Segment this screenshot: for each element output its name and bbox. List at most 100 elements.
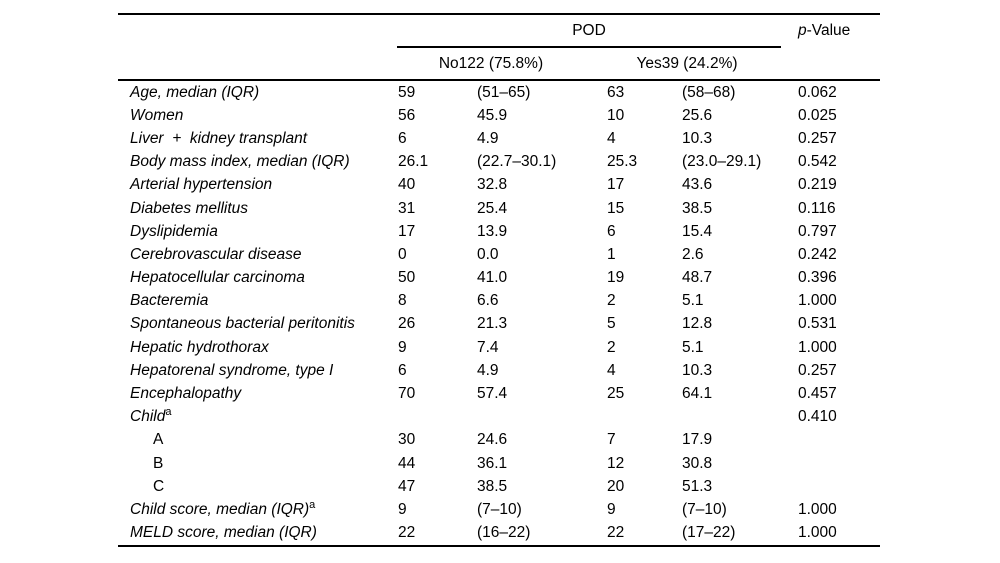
- cell-yes-pct: 48.7: [682, 269, 713, 287]
- row-label: Bacteremia: [130, 292, 209, 310]
- cell-no-pct: 7.4: [477, 338, 499, 356]
- row-label: Women: [130, 106, 184, 124]
- cell-pvalue: 1.000: [798, 292, 837, 310]
- cell-pvalue: 1.000: [798, 338, 837, 356]
- table-bottom-rule: [118, 544, 880, 547]
- table-row: Dyslipidemia 17 13.9 6 15.4 0.797: [118, 220, 880, 243]
- table-row: Age, median (IQR) 59 (51–65) 63 (58–68) 0.062: [118, 81, 880, 104]
- cell-yes-n: 15: [607, 199, 625, 217]
- pod-spanner-rule: [397, 45, 781, 48]
- cell-no-pct: (51–65): [477, 83, 531, 101]
- table-row: Diabetes mellitus 31 25.4 15 38.5 0.116: [118, 197, 880, 220]
- cell-pvalue: 0.542: [798, 153, 837, 171]
- cell-yes-pct: 2.6: [682, 245, 704, 263]
- cell-pvalue: 0.025: [798, 106, 837, 124]
- row-label: C: [153, 477, 165, 495]
- row-label: B: [153, 454, 164, 472]
- row-label: Hepatic hydrothorax: [130, 338, 269, 356]
- cell-no-pct: 0.0: [477, 245, 499, 263]
- cell-yes-n: 4: [607, 129, 616, 147]
- cell-pvalue: 0.410: [798, 408, 837, 426]
- cell-yes-pct: (23.0–29.1): [682, 153, 762, 171]
- cell-yes-n: 22: [607, 524, 625, 542]
- cell-no-n: 50: [398, 269, 416, 287]
- table-row: B 44 36.1 12 30.8: [118, 452, 880, 475]
- table-row: Liver + kidney transplant 6 4.9 4 10.3 0.257: [118, 127, 880, 150]
- cell-yes-n: 25: [607, 385, 625, 403]
- cell-no-pct: 45.9: [477, 106, 508, 124]
- cell-no-n: 31: [398, 199, 416, 217]
- pvalue-rest: -Value: [806, 21, 851, 39]
- cell-no-n: 26.1: [398, 153, 429, 171]
- table-row: MELD score, median (IQR) 22 (16–22) 22 (17–2…: [118, 522, 880, 545]
- row-label: A: [153, 431, 164, 449]
- row-label: Cerebrovascular disease: [130, 245, 302, 263]
- header-bottom-rule: [118, 78, 880, 81]
- cell-no-pct: (7–10): [477, 500, 522, 518]
- cell-no-n: 9: [398, 338, 407, 356]
- cell-pvalue: 0.116: [798, 199, 836, 217]
- cell-yes-n: 2: [607, 338, 616, 356]
- table-header-group-row: POD p-Value: [118, 15, 880, 46]
- cell-no-pct: 57.4: [477, 385, 508, 403]
- clinical-comparison-table: POD p-Value No122 (75.8%) Yes39 (24.2%) …: [118, 13, 880, 547]
- table-row: Arterial hypertension 40 32.8 17 43.6 0.219: [118, 174, 880, 197]
- cell-no-pct: 13.9: [477, 222, 508, 240]
- cell-yes-pct: 38.5: [682, 199, 713, 217]
- table-row: Spontaneous bacterial peritonitis 26 21.3 5…: [118, 313, 880, 336]
- cell-yes-pct: 5.1: [682, 338, 704, 356]
- cell-pvalue: 1.000: [798, 524, 837, 542]
- row-label: Spontaneous bacterial peritonitis: [130, 315, 355, 333]
- cell-no-pct: 38.5: [477, 477, 508, 495]
- cell-no-pct: 4.9: [477, 129, 499, 147]
- table-top-rule: [118, 13, 880, 15]
- table-row: Bacteremia 8 6.6 2 5.1 1.000: [118, 290, 880, 313]
- cell-yes-n: 4: [607, 361, 616, 379]
- cell-yes-n: 25.3: [607, 153, 638, 171]
- cell-pvalue: 0.457: [798, 385, 837, 403]
- table-row: Encephalopathy 70 57.4 25 64.1 0.457: [118, 382, 880, 405]
- table-row: Child score, median (IQR)a 9 (7–10) 9 (7–10)…: [118, 498, 880, 521]
- footnote-marker: a: [309, 498, 316, 511]
- cell-yes-pct: 10.3: [682, 361, 713, 379]
- cell-no-pct: 25.4: [477, 199, 508, 217]
- cell-no-pct: 41.0: [477, 269, 508, 287]
- row-label: Hepatorenal syndrome, type I: [130, 361, 334, 379]
- column-header-no: No122 (75.8%): [438, 54, 544, 72]
- cell-yes-n: 10: [607, 106, 625, 124]
- cell-yes-pct: 30.8: [682, 454, 713, 472]
- cell-no-pct: 4.9: [477, 361, 499, 379]
- row-label: Arterial hypertension: [130, 176, 273, 194]
- cell-no-pct: 21.3: [477, 315, 508, 333]
- table-row: Hepatic hydrothorax 9 7.4 2 5.1 1.000: [118, 336, 880, 359]
- cell-yes-pct: (58–68): [682, 83, 736, 101]
- footnote-marker: a: [165, 406, 172, 419]
- cell-yes-pct: 51.3: [682, 477, 713, 495]
- cell-no-n: 9: [398, 500, 407, 518]
- cell-yes-n: 5: [607, 315, 616, 333]
- cell-yes-n: 1: [607, 245, 616, 263]
- cell-no-n: 40: [398, 176, 416, 194]
- cell-yes-n: 12: [607, 454, 625, 472]
- cell-pvalue: 0.242: [798, 245, 837, 263]
- cell-yes-n: 17: [607, 176, 625, 194]
- table-row: Hepatorenal syndrome, type I 6 4.9 4 10.3 0.2…: [118, 359, 880, 382]
- cell-no-pct: (16–22): [477, 524, 531, 542]
- cell-no-pct: 24.6: [477, 431, 508, 449]
- table-row: Childa 0.410: [118, 406, 880, 429]
- table-row: Body mass index, median (IQR) 26.1 (22.7–3…: [118, 151, 880, 174]
- table-row: A 30 24.6 7 17.9: [118, 429, 880, 452]
- cell-no-n: 70: [398, 385, 416, 403]
- cell-no-n: 17: [398, 222, 416, 240]
- cell-no-n: 59: [398, 83, 416, 101]
- cell-no-n: 22: [398, 524, 416, 542]
- cell-yes-n: 6: [607, 222, 616, 240]
- cell-no-pct: (22.7–30.1): [477, 153, 557, 171]
- cell-yes-n: 7: [607, 431, 616, 449]
- cell-pvalue: 0.531: [798, 315, 837, 333]
- cell-yes-n: 19: [607, 269, 625, 287]
- cell-yes-pct: 10.3: [682, 129, 713, 147]
- row-label: Age, median (IQR): [130, 83, 260, 101]
- row-label: Child score, median (IQR)a: [130, 498, 316, 518]
- cell-yes-pct: 25.6: [682, 106, 713, 124]
